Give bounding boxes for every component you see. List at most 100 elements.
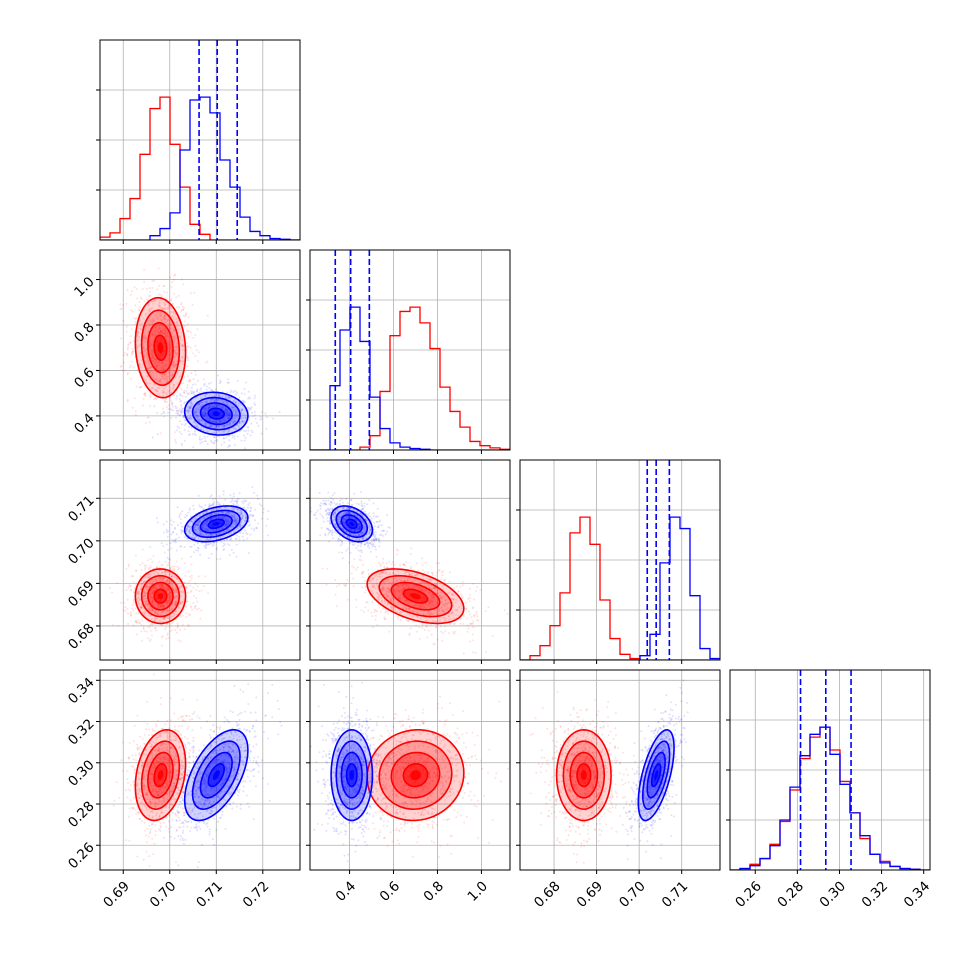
panel-frame (519, 459, 721, 661)
panel-1-0: 0.4 0.6 0.8 1.0 (71, 249, 301, 454)
ytick-label: 0.30 (65, 757, 98, 790)
panel-frame (99, 669, 301, 871)
hist-step-red (520, 516, 720, 660)
contour-red (402, 763, 429, 788)
contour-blue (330, 505, 374, 543)
panel-3-1: 0.4 0.6 0.8 1.0 (306, 669, 511, 905)
contour-red (134, 296, 187, 399)
contour-blue (637, 728, 675, 822)
panel-frame (99, 249, 301, 451)
contour-red (153, 763, 168, 788)
panel-0-0 (96, 39, 301, 244)
xtick-label: 0.4 (333, 878, 360, 905)
panel-3-0: 0.26 0.28 0.30 0.32 0.34 0.69 0.70 0.71 0.72 (65, 669, 301, 911)
xtick-label: 0.69 (574, 878, 607, 911)
ytick-label: 0.8 (71, 319, 98, 346)
density-fill-red (580, 770, 587, 781)
scatter-blue (150, 683, 283, 869)
contour-red (569, 751, 599, 799)
xtick-label: 0.70 (616, 878, 649, 911)
hist-step-blue (100, 96, 300, 240)
xtick-label: 0.26 (732, 878, 765, 911)
contour-blue (207, 407, 225, 420)
contour-blue (183, 729, 249, 822)
panel-3-3: 0.26 0.28 0.30 0.32 0.34 (726, 669, 933, 911)
contour-blue (191, 396, 241, 431)
contour-red (153, 588, 168, 604)
xtick-label: 0.72 (240, 878, 273, 911)
contour-red (390, 581, 441, 611)
hist-step-red (310, 306, 510, 450)
contour-red (140, 740, 181, 810)
hist-step-blue (310, 306, 510, 450)
contour-red (555, 728, 612, 822)
contour-red (147, 321, 174, 374)
contour-red (134, 568, 187, 625)
contour-blue (646, 751, 666, 799)
panel-frame (309, 249, 511, 451)
xtick-label: 0.6 (377, 878, 404, 905)
contour-blue (183, 391, 249, 436)
contour-blue (207, 763, 225, 788)
panel-frame (519, 669, 721, 871)
ytick-label: 0.28 (65, 798, 98, 831)
contour-red (147, 751, 174, 799)
hist-step-red (100, 96, 300, 240)
ytick-label: 0.69 (65, 578, 98, 611)
contour-red (134, 728, 187, 822)
panel-frame (309, 459, 511, 661)
contour-blue (199, 514, 233, 534)
panel-3-2: 0.68 0.69 0.70 0.71 (516, 669, 721, 911)
contour-blue (199, 751, 233, 799)
panel-frame (99, 459, 301, 661)
panel-body (310, 250, 510, 450)
ytick-label: 1.0 (71, 274, 98, 301)
contour-blue (335, 509, 369, 539)
panel-body (520, 679, 720, 864)
density-fill-red (410, 770, 421, 781)
xtick-label: 0.8 (421, 878, 448, 905)
ytick-label: 0.68 (65, 620, 98, 653)
contour-red (147, 581, 174, 611)
hist-step-blue (730, 726, 930, 870)
contour-blue (199, 402, 233, 426)
xtick-label: 0.68 (531, 878, 564, 911)
contour-red (390, 751, 441, 799)
xtick-label: 0.69 (100, 878, 133, 911)
density-fill-red (157, 593, 164, 600)
density-fill-blue (654, 770, 659, 781)
ytick-label: 0.26 (65, 840, 98, 873)
ytick-label: 0.70 (65, 535, 98, 568)
panel-2-2 (516, 459, 721, 664)
panel-2-0: 0.68 0.69 0.70 0.71 (65, 459, 301, 664)
contour-red (366, 568, 465, 625)
contour-blue (207, 518, 225, 530)
panel-frame (99, 39, 301, 241)
contour-red (140, 574, 181, 618)
contour-blue (340, 514, 363, 534)
contour-red (402, 588, 429, 604)
ytick-label: 0.4 (71, 410, 98, 437)
ytick-label: 0.71 (65, 493, 98, 526)
panel-body (100, 267, 300, 450)
density-fill-blue (212, 770, 220, 781)
contour-blue (191, 740, 241, 810)
contour-red (378, 574, 453, 618)
panel-frame (309, 669, 511, 871)
contour-blue (650, 763, 662, 788)
xtick-label: 0.32 (859, 878, 892, 911)
panel-body (520, 460, 720, 660)
hist-step-blue (520, 516, 720, 660)
contour-red (140, 309, 181, 387)
ytick-label: 0.32 (65, 716, 98, 749)
panel-2-1 (306, 459, 511, 664)
panel-body (100, 40, 300, 240)
xtick-label: 0.71 (659, 878, 692, 911)
panel-body (730, 670, 930, 870)
panel-frame (729, 669, 931, 871)
panel-body (310, 487, 510, 655)
density-fill-red (157, 342, 164, 354)
ytick-label: 0.34 (65, 675, 98, 708)
density-fill-blue (212, 521, 220, 526)
